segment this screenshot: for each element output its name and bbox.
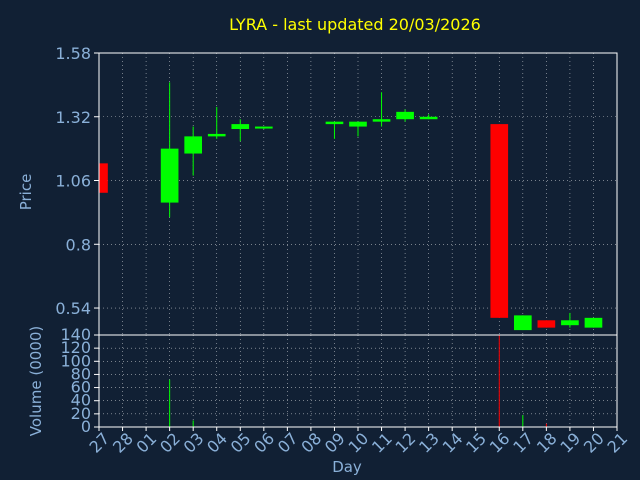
volume-tick-label: 120 — [60, 338, 91, 357]
volume-tick-label: 0 — [81, 417, 91, 436]
price-tick-label: 1.32 — [55, 108, 91, 127]
price-tick-label: 0.8 — [66, 235, 91, 254]
candle-body — [490, 124, 509, 318]
candle-body — [419, 116, 438, 120]
candle-body — [372, 119, 391, 122]
volume-tick-label: 100 — [60, 351, 91, 370]
candle-body — [584, 317, 603, 328]
candle-body — [396, 111, 414, 120]
candle-body — [184, 136, 203, 154]
candle-body — [160, 148, 179, 203]
x-tick-label: 21 — [603, 429, 631, 457]
candle-body — [325, 121, 344, 125]
candle-body — [254, 126, 273, 129]
volume-tick-label: 20 — [71, 404, 91, 423]
x-axis-label: Day — [332, 458, 362, 476]
price-tick-label: 1.58 — [55, 44, 91, 63]
volume-tick-label: 60 — [71, 378, 91, 397]
price-tick-label: 1.06 — [55, 172, 91, 191]
volume-tick-label: 40 — [71, 391, 91, 410]
price-panel: 1.58 1.32 1.06 0.8 0.54 — [55, 44, 618, 336]
volume-panel: 1401201008060402002728010203040506070809… — [60, 325, 631, 457]
price-axis-label: Price — [17, 174, 35, 211]
candle-body — [99, 163, 108, 193]
price-tick-label: 0.54 — [55, 299, 91, 318]
candle-body — [349, 121, 367, 127]
volume-tick-label: 80 — [71, 364, 91, 383]
candle-body — [207, 133, 226, 137]
candle-body — [537, 320, 556, 328]
candle-body — [513, 315, 532, 331]
candle-body — [231, 124, 250, 130]
volume-frame — [98, 334, 618, 428]
candle-body — [561, 320, 579, 326]
chart-title: LYRA - last updated 20/03/2026 — [229, 15, 481, 34]
volume-tick-label: 140 — [60, 325, 91, 344]
volume-axis-label: Volume (0000) — [27, 326, 45, 436]
